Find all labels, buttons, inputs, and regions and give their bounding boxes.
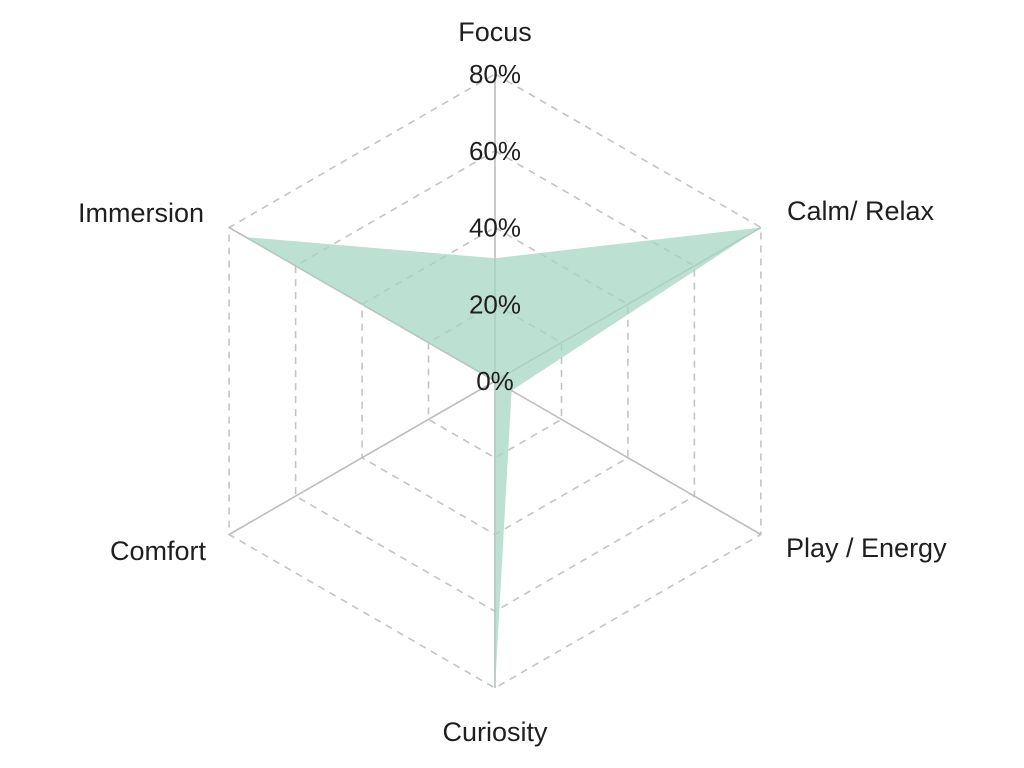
tick-label-40: 40% [469,213,521,243]
axis-label-curiosity: Curiosity [442,717,548,747]
axis-label-play-energy: Play / Energy [786,533,947,563]
radial-tick-labels: 0% 20% 40% 60% 80% [469,59,521,396]
axis-label-comfort: Comfort [110,536,207,566]
spoke-2 [494,380,762,536]
axis-label-immersion: Immersion [78,198,204,228]
axis-label-focus: Focus [458,17,532,47]
tick-label-80: 80% [469,59,521,89]
series-area-0 [245,227,761,688]
axis-labels: Focus Calm/ Relax Play / Energy Curiosity Co… [78,17,947,747]
spoke-4 [228,380,496,536]
tick-label-20: 20% [469,289,521,319]
tick-label-60: 60% [469,136,521,166]
radar-series [245,227,761,688]
axis-label-calm-relax: Calm/ Relax [787,196,935,226]
tick-label-0: 0% [476,366,514,396]
